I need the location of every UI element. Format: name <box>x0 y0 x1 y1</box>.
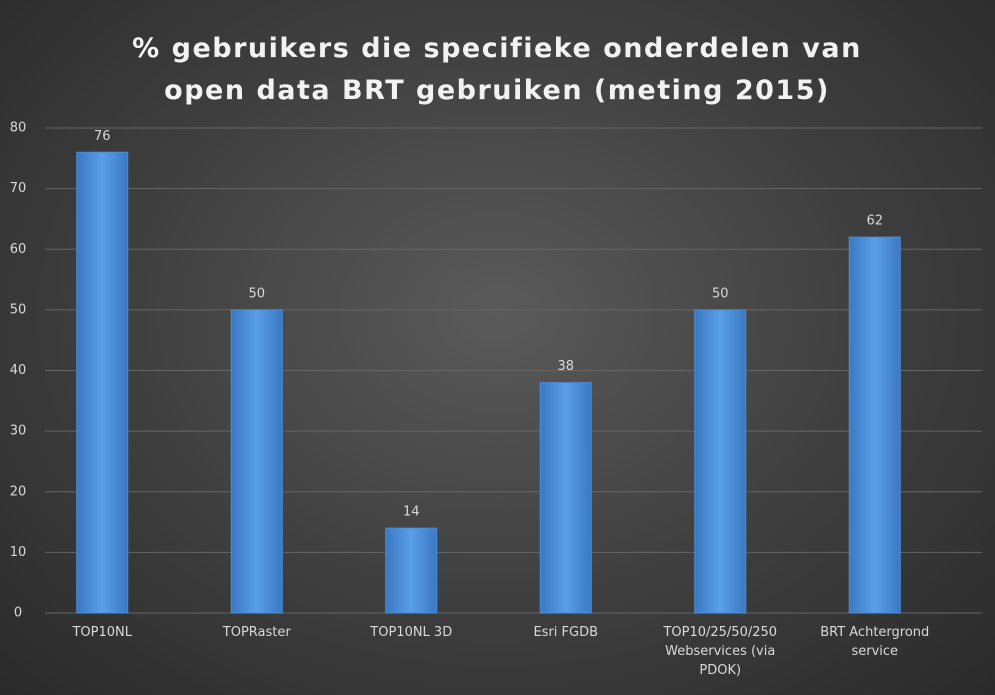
y-tick-label: 50 <box>10 302 27 317</box>
y-tick-label: 70 <box>10 181 27 196</box>
y-tick-label: 10 <box>10 545 27 560</box>
y-tick-label: 30 <box>10 424 27 439</box>
data-label: 50 <box>712 286 729 301</box>
bar <box>694 309 747 614</box>
data-label: 76 <box>94 129 111 144</box>
y-tick-label: 80 <box>10 121 27 136</box>
x-tick-label: TOP10/25/50/250 Webservices (via PDOK) <box>663 625 778 678</box>
chart-title: % gebruikers die specifieke onderdelen v… <box>132 33 862 106</box>
data-label: 62 <box>866 214 883 229</box>
x-tick-label: TOP10NL 3D <box>370 625 453 640</box>
data-label: 50 <box>248 286 265 301</box>
data-label: 38 <box>557 359 574 374</box>
x-tick-label: TOP10NL <box>72 625 133 640</box>
x-tick-label: BRT Achtergrond service <box>820 625 930 659</box>
bar <box>539 382 592 614</box>
y-tick-label: 0 <box>14 606 22 621</box>
y-tick-label: 20 <box>10 484 27 499</box>
bar <box>76 151 129 614</box>
y-tick-label: 60 <box>10 242 27 257</box>
y-tick-label: 40 <box>10 363 27 378</box>
x-tick-label: TOPRaster <box>222 625 291 640</box>
bar <box>385 527 438 614</box>
data-label: 14 <box>403 505 420 520</box>
bar <box>848 236 901 614</box>
bar <box>230 309 283 614</box>
x-tick-label: Esri FGDB <box>533 625 599 640</box>
